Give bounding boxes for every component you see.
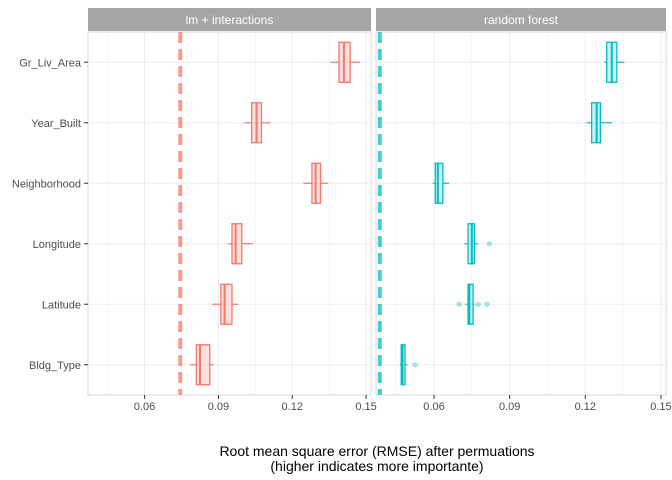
boxplot-layer — [399, 41, 625, 386]
x-tick-label: 0.12 — [575, 401, 596, 413]
iqr-box — [220, 283, 233, 325]
panel-background — [87, 31, 372, 396]
x-tick-label: 0.12 — [282, 401, 303, 413]
outlier-point — [486, 240, 493, 247]
panel-lm-interactions: lm + interactions — [87, 8, 372, 396]
boxplot-neighborhood — [303, 162, 328, 204]
y-tick-label: Longitude — [33, 239, 81, 251]
x-axis-title-line-2: (higher indicates more importante) — [270, 458, 483, 474]
boxplot-latitude — [212, 283, 239, 325]
y-tick-label: Gr_Liv_Area — [19, 57, 82, 69]
outlier-point — [412, 361, 418, 368]
strip-background — [88, 8, 371, 31]
boxplot-bldg-type — [190, 344, 214, 386]
iqr-box — [231, 223, 243, 265]
boxplot-gr-liv-area — [604, 41, 625, 83]
boxplot-layer — [190, 41, 360, 386]
x-tick-label: 0.15 — [355, 401, 376, 413]
boxplot-gr-liv-area — [330, 41, 360, 83]
x-axis-right: 0.06 0.09 0.12 0.15 — [423, 395, 672, 413]
panel-background — [375, 31, 667, 396]
iqr-box — [195, 344, 211, 386]
strip-background — [376, 8, 666, 31]
y-axis: Gr_Liv_Area Year_Built Neighborhood Longitu… — [12, 57, 88, 372]
outlier-point — [456, 301, 463, 308]
x-tick-label: 0.15 — [650, 401, 671, 413]
strip-label: random forest — [484, 13, 559, 27]
boxplot-year-built — [586, 102, 612, 144]
x-tick-label: 0.06 — [423, 401, 444, 413]
boxplot-longitude — [464, 223, 493, 265]
panel-random-forest: random forest — [375, 8, 667, 396]
y-tick-label: Latitude — [42, 299, 81, 311]
panel-grid — [376, 32, 666, 395]
y-tick-label: Year_Built — [31, 118, 81, 130]
x-tick-label: 0.09 — [499, 401, 520, 413]
outlier-point — [475, 301, 481, 308]
boxplot-neighborhood — [432, 162, 450, 204]
y-tick-label: Bldg_Type — [29, 360, 81, 372]
outlier-point — [484, 301, 490, 308]
strip-label: lm + interactions — [186, 13, 274, 27]
x-tick-label: 0.06 — [134, 401, 155, 413]
x-axis-left: 0.06 0.09 0.12 0.15 — [134, 395, 377, 413]
boxplot-latitude — [456, 283, 490, 325]
boxplot-bldg-type — [399, 344, 418, 386]
boxplot-year-built — [244, 102, 271, 144]
x-axis-title-line-1: Root mean square error (RMSE) after perm… — [219, 443, 534, 459]
x-tick-label: 0.09 — [208, 401, 229, 413]
panel-grid — [88, 32, 371, 395]
boxplot-longitude — [228, 223, 253, 265]
y-tick-label: Neighborhood — [12, 178, 81, 190]
iqr-box — [467, 283, 474, 325]
iqr-box — [434, 162, 444, 204]
